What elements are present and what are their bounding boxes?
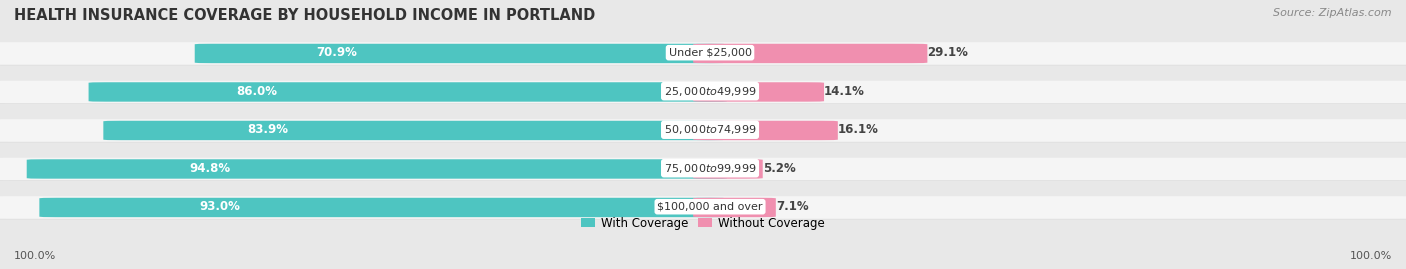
Legend: With Coverage, Without Coverage: With Coverage, Without Coverage bbox=[576, 212, 830, 235]
Text: 100.0%: 100.0% bbox=[14, 251, 56, 261]
FancyBboxPatch shape bbox=[0, 119, 1406, 142]
Text: 14.1%: 14.1% bbox=[824, 85, 865, 98]
FancyBboxPatch shape bbox=[194, 44, 727, 63]
Text: $50,000 to $74,999: $50,000 to $74,999 bbox=[664, 123, 756, 136]
FancyBboxPatch shape bbox=[0, 42, 1406, 65]
Text: 86.0%: 86.0% bbox=[236, 85, 277, 98]
Text: $75,000 to $99,999: $75,000 to $99,999 bbox=[664, 162, 756, 175]
Text: 70.9%: 70.9% bbox=[316, 46, 357, 59]
FancyBboxPatch shape bbox=[693, 82, 824, 102]
Text: 7.1%: 7.1% bbox=[776, 200, 808, 213]
Text: 83.9%: 83.9% bbox=[247, 123, 288, 136]
Text: 94.8%: 94.8% bbox=[190, 162, 231, 175]
FancyBboxPatch shape bbox=[693, 44, 928, 63]
Text: 93.0%: 93.0% bbox=[200, 200, 240, 213]
FancyBboxPatch shape bbox=[0, 81, 1406, 104]
FancyBboxPatch shape bbox=[27, 159, 727, 179]
Text: Source: ZipAtlas.com: Source: ZipAtlas.com bbox=[1274, 8, 1392, 18]
Text: $100,000 and over: $100,000 and over bbox=[657, 202, 763, 212]
FancyBboxPatch shape bbox=[693, 121, 838, 140]
FancyBboxPatch shape bbox=[39, 198, 727, 217]
FancyBboxPatch shape bbox=[0, 196, 1406, 220]
FancyBboxPatch shape bbox=[0, 42, 1406, 65]
FancyBboxPatch shape bbox=[89, 82, 727, 102]
Text: 5.2%: 5.2% bbox=[762, 162, 796, 175]
FancyBboxPatch shape bbox=[0, 81, 1406, 103]
Text: 100.0%: 100.0% bbox=[1350, 251, 1392, 261]
FancyBboxPatch shape bbox=[0, 158, 1406, 181]
FancyBboxPatch shape bbox=[0, 196, 1406, 219]
Text: 16.1%: 16.1% bbox=[838, 123, 879, 136]
FancyBboxPatch shape bbox=[693, 198, 776, 217]
FancyBboxPatch shape bbox=[103, 121, 727, 140]
Text: Under $25,000: Under $25,000 bbox=[668, 48, 752, 58]
Text: $25,000 to $49,999: $25,000 to $49,999 bbox=[664, 85, 756, 98]
Text: HEALTH INSURANCE COVERAGE BY HOUSEHOLD INCOME IN PORTLAND: HEALTH INSURANCE COVERAGE BY HOUSEHOLD I… bbox=[14, 8, 595, 23]
FancyBboxPatch shape bbox=[0, 158, 1406, 180]
FancyBboxPatch shape bbox=[693, 159, 762, 179]
Text: 29.1%: 29.1% bbox=[928, 46, 969, 59]
FancyBboxPatch shape bbox=[0, 119, 1406, 142]
